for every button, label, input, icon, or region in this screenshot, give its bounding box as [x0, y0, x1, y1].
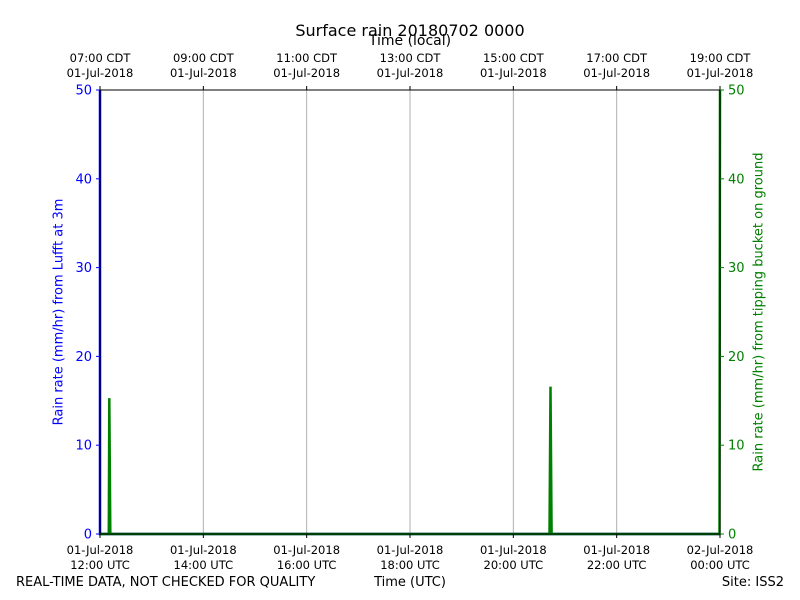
bottom-x-tick-time: 22:00 UTC [587, 558, 647, 572]
right-y-axis: 0 10 20 30 40 50 [720, 84, 745, 543]
bottom-x-tick-time: 18:00 UTC [380, 558, 440, 572]
top-x-tick-time: 13:00 CDT [380, 51, 442, 65]
bottom-x-tick-time: 20:00 UTC [484, 558, 544, 572]
top-x-tick-date: 01-Jul-2018 [687, 66, 754, 80]
top-x-tick-time: 07:00 CDT [70, 51, 132, 65]
top-x-tick-time: 17:00 CDT [586, 51, 648, 65]
left-y-axis: 0 10 20 30 40 50 [75, 84, 100, 543]
left-y-tick-label: 20 [75, 350, 92, 365]
left-y-tick-label: 0 [84, 528, 92, 543]
top-x-tick-time: 11:00 CDT [276, 51, 338, 65]
top-x-tick-date: 01-Jul-2018 [480, 66, 547, 80]
right-y-tick-label: 0 [728, 528, 736, 543]
bottom-axis-label: Time (UTC) [374, 575, 446, 590]
bottom-x-tick-date: 01-Jul-2018 [170, 543, 237, 557]
top-x-tick-date: 01-Jul-2018 [67, 66, 134, 80]
bottom-x-tick-time: 14:00 UTC [174, 558, 234, 572]
right-y-tick-label: 30 [728, 261, 745, 276]
quality-disclaimer: REAL-TIME DATA, NOT CHECKED FOR QUALITY [16, 575, 316, 590]
grid-lines [99, 90, 721, 534]
top-axis-label: Time (local) [368, 33, 452, 49]
left-axis-label: Rain rate (mm/hr) from Lufft at 3m [51, 198, 67, 426]
top-x-tick-time: 19:00 CDT [690, 51, 752, 65]
top-x-tick-date: 01-Jul-2018 [583, 66, 650, 80]
top-x-tick-date: 01-Jul-2018 [170, 66, 237, 80]
right-y-tick-label: 50 [728, 84, 745, 99]
top-x-tick-time: 15:00 CDT [483, 51, 545, 65]
chart-title: Surface rain 20180702 0000 [295, 21, 525, 40]
bottom-x-tick-date: 01-Jul-2018 [583, 543, 650, 557]
left-y-tick-label: 50 [75, 84, 92, 99]
bottom-x-tick-date: 01-Jul-2018 [480, 543, 547, 557]
left-y-tick-label: 30 [75, 261, 92, 276]
bottom-x-tick-time: 12:00 UTC [70, 558, 130, 572]
right-axis-label: Rain rate (mm/hr) from tipping bucket on… [751, 152, 767, 472]
left-y-tick-label: 10 [75, 439, 92, 454]
bottom-x-tick-time: 16:00 UTC [277, 558, 337, 572]
top-x-tick-date: 01-Jul-2018 [377, 66, 444, 80]
bottom-x-tick-date: 01-Jul-2018 [67, 543, 134, 557]
top-x-tick-time: 09:00 CDT [173, 51, 235, 65]
right-y-tick-label: 10 [728, 439, 745, 454]
bottom-x-tick-date: 01-Jul-2018 [377, 543, 444, 557]
left-y-tick-label: 40 [75, 172, 92, 187]
bottom-x-tick-date: 02-Jul-2018 [687, 543, 754, 557]
site-label: Site: ISS2 [721, 575, 784, 590]
right-y-tick-label: 20 [728, 350, 745, 365]
top-x-tick-date: 01-Jul-2018 [273, 66, 340, 80]
bottom-x-tick-time: 00:00 UTC [690, 558, 750, 572]
right-y-tick-label: 40 [728, 172, 745, 187]
bottom-x-tick-date: 01-Jul-2018 [273, 543, 340, 557]
